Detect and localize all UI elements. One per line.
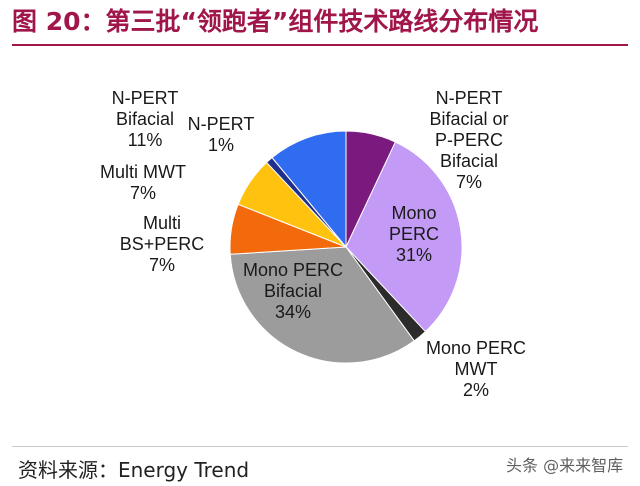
slice-label-line: 7% <box>149 255 175 275</box>
slice-label-line: Bifacial <box>264 281 322 301</box>
chart-title: 图 20：第三批“领跑者”组件技术路线分布情况 <box>12 7 539 36</box>
slice-label-line: 7% <box>130 183 156 203</box>
footer-rule <box>12 446 628 447</box>
slice-label-line: N-PERT <box>436 88 503 108</box>
slice-label-1: Mono PERC 31% <box>389 203 439 265</box>
watermark: 头条 @来来智库 <box>506 456 624 475</box>
pie-labels: N-PERT Bifacial or P-PERC Bifacial 7%Mono PER… <box>100 88 526 400</box>
slice-label-4: Multi BS+PERC 7% <box>120 213 205 275</box>
slice-label-line: 1% <box>208 135 234 155</box>
slice-label-6: N-PERT 1% <box>188 114 255 155</box>
slice-label-5: Multi MWT 7% <box>100 162 186 203</box>
slice-label-line: 34% <box>275 302 311 322</box>
slice-label-line: 11% <box>128 130 163 150</box>
slice-label-line: BS+PERC <box>120 234 205 254</box>
slice-label-line: 7% <box>456 172 482 192</box>
pie-slice-3 <box>229 246 415 364</box>
slice-label-line: MWT <box>455 359 498 379</box>
title-rule <box>12 44 628 46</box>
slice-label-line: P-PERC <box>435 130 503 150</box>
slice-label-line: Mono <box>391 203 436 223</box>
slice-label-line: Bifacial or <box>429 109 508 129</box>
slice-label-3: Mono PERC Bifacial 34% <box>243 260 343 322</box>
slice-label-0: N-PERT Bifacial or P-PERC Bifacial 7% <box>429 88 508 192</box>
pie-slice-7 <box>271 130 347 249</box>
slice-label-line: Bifacial <box>440 151 498 171</box>
slice-label-2: Mono PERC MWT 2% <box>426 338 526 400</box>
pie-slices <box>229 130 463 364</box>
slice-label-line: PERC <box>389 224 439 244</box>
slice-label-line: Bifacial <box>116 109 174 129</box>
slice-label-line: Multi <box>143 213 181 233</box>
slice-label-line: 2% <box>463 380 489 400</box>
slice-label-line: Mono PERC <box>426 338 526 358</box>
pie-chart: N-PERT Bifacial or P-PERC Bifacial 7%Mono PER… <box>100 88 526 400</box>
slice-label-line: N-PERT <box>112 88 179 108</box>
source-note: 资料来源：Energy Trend <box>18 458 250 482</box>
slice-label-7: N-PERT Bifacial 11% <box>112 88 179 150</box>
slice-label-line: 31% <box>396 245 432 265</box>
pie-slice-1 <box>345 141 463 333</box>
slice-label-line: Mono PERC <box>243 260 343 280</box>
slice-label-line: Multi MWT <box>100 162 186 182</box>
slice-label-line: N-PERT <box>188 114 255 134</box>
